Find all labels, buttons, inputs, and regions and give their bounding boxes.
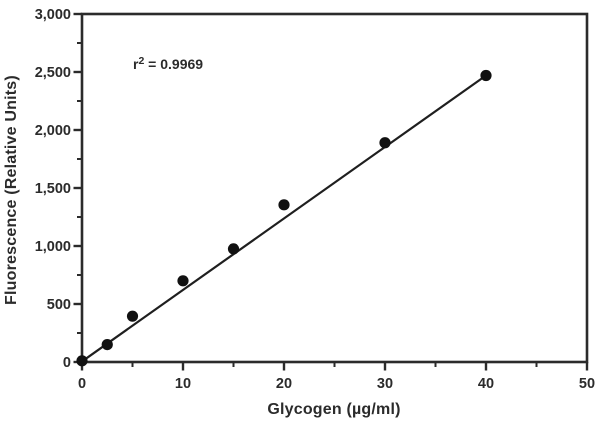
- y-axis-title: Fluorescence (Relative Units): [3, 75, 20, 305]
- data-point: [101, 339, 113, 351]
- annotation-superscript: 2: [138, 55, 144, 67]
- data-point: [227, 243, 240, 255]
- y-tick-label: 3,000: [35, 7, 71, 23]
- annotation-rest: = 0.9969: [144, 56, 203, 72]
- y-tick-label: 1,500: [35, 181, 71, 197]
- fit-line: [80, 74, 488, 363]
- x-tick-label: 10: [175, 376, 191, 392]
- x-tick-label: 40: [478, 376, 494, 392]
- data-point: [177, 275, 189, 287]
- y-tick-label: 2,000: [35, 123, 71, 139]
- data-point: [76, 355, 88, 367]
- data-point: [126, 310, 139, 322]
- y-tick-label: 2,500: [35, 65, 71, 81]
- x-tick-label: 50: [579, 376, 595, 392]
- data-point: [278, 199, 290, 211]
- y-tick-label: 500: [47, 297, 71, 313]
- data-point: [379, 137, 391, 149]
- x-tick-label: 30: [377, 376, 393, 392]
- x-axis-title: Glycogen (µg/ml): [267, 401, 400, 418]
- x-tick-label: 0: [78, 376, 86, 392]
- r-squared-annotation: r2 = 0.9969: [133, 55, 203, 72]
- annotation-base: r: [133, 56, 139, 72]
- x-tick-label: 20: [276, 376, 292, 392]
- y-tick-label: 1,000: [35, 239, 71, 255]
- data-point: [480, 69, 492, 82]
- y-tick-label: 0: [63, 355, 71, 371]
